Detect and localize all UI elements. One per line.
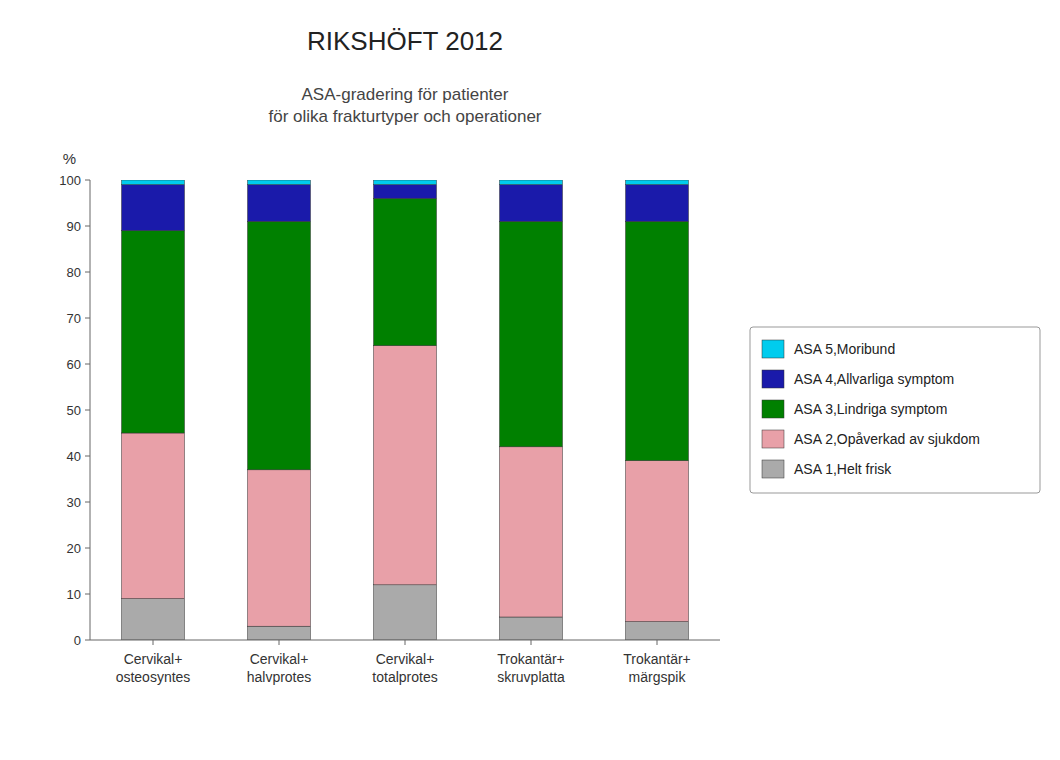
- bar-segment: [122, 433, 185, 599]
- y-tick: [85, 548, 90, 549]
- y-axis: 0 10 20 30 40 50 60 70 80 90 100: [59, 173, 90, 648]
- background: [0, 0, 1060, 760]
- bar-segment: [122, 180, 185, 185]
- bar-segment: [374, 198, 437, 345]
- y-tick: [85, 456, 90, 457]
- bar-segment: [248, 180, 311, 185]
- bar-segment: [500, 447, 563, 617]
- y-tick: [85, 226, 90, 227]
- legend-swatch: [762, 430, 784, 448]
- text-line: %: [63, 150, 76, 167]
- y-tick-label: 0: [74, 633, 81, 648]
- text-line: märgspik: [629, 669, 687, 685]
- x-tick-label: Cervikal+ totalprotes: [372, 651, 437, 685]
- bar-segment: [248, 470, 311, 626]
- x-tick: [657, 640, 658, 645]
- y-tick-label: 60: [67, 357, 81, 372]
- y-tick: [85, 410, 90, 411]
- bar-segment: [500, 180, 563, 185]
- bar-segment: [374, 585, 437, 640]
- text-line: Trokantär+: [623, 651, 691, 667]
- y-tick: [85, 272, 90, 273]
- y-axis-label: %: [63, 150, 76, 167]
- legend-swatch: [762, 400, 784, 418]
- bar-segment: [248, 185, 311, 222]
- text-line: Cervikal+: [376, 651, 435, 667]
- legend-swatch: [762, 340, 784, 358]
- text-line: Cervikal+: [124, 651, 183, 667]
- y-tick-label: 100: [59, 173, 81, 188]
- legend-label: ASA 4,Allvarliga symptom: [794, 371, 954, 387]
- text-line: ASA-gradering för patienter: [302, 85, 509, 104]
- legend-swatch: [762, 460, 784, 478]
- bar-segment: [626, 185, 689, 222]
- bars: [122, 180, 689, 640]
- text-line: Cervikal+: [250, 651, 309, 667]
- bar-segment: [248, 221, 311, 469]
- bar-segment: [248, 626, 311, 640]
- y-tick-label: 40: [67, 449, 81, 464]
- bar-segment: [122, 599, 185, 640]
- x-axis: Cervikal+osteosyntesCervikal+halvprotesC…: [116, 640, 691, 685]
- x-tick-label: Trokantär+ märgspik: [623, 651, 691, 685]
- legend-label: ASA 2,Opåverkad av sjukdom: [794, 431, 980, 447]
- title: RIKSHÖFT 2012: [307, 26, 503, 56]
- y-tick: [85, 364, 90, 365]
- legend-label: ASA 5,Moribund: [794, 341, 895, 357]
- text-line: osteosyntes: [116, 669, 191, 685]
- bar-segment: [374, 185, 437, 199]
- bar-segment: [500, 617, 563, 640]
- y-axis-line: [90, 180, 91, 640]
- x-tick: [531, 640, 532, 645]
- y-tick: [85, 502, 90, 503]
- x-tick-label: Trokantär+ skruvplatta: [497, 651, 565, 685]
- y-tick: [85, 180, 90, 181]
- y-tick: [85, 318, 90, 319]
- bar-segment: [500, 221, 563, 446]
- bar-segment: [626, 622, 689, 640]
- bar-segment: [500, 185, 563, 222]
- text-line: RIKSHÖFT 2012: [307, 26, 503, 56]
- legend-box: [750, 327, 1040, 493]
- legend: ASA 5,Moribund ASA 4,Allvarliga symptom AS…: [750, 327, 1040, 493]
- bar-segment: [626, 221, 689, 460]
- bar-segment: [122, 185, 185, 231]
- text-line: halvprotes: [247, 669, 312, 685]
- x-tick-label: Cervikal+ halvprotes: [247, 651, 312, 685]
- text-line: för olika frakturtyper och operationer: [268, 107, 541, 126]
- y-tick-label: 80: [67, 265, 81, 280]
- x-tick-label: Cervikal+ osteosyntes: [116, 651, 191, 685]
- legend-label: ASA 3,Lindriga symptom: [794, 401, 947, 417]
- bar-segment: [626, 461, 689, 622]
- subtitle: ASA-gradering för patienter för olika fra…: [268, 85, 541, 126]
- y-tick-label: 70: [67, 311, 81, 326]
- x-tick: [153, 640, 154, 645]
- y-tick: [85, 640, 90, 641]
- y-tick: [85, 594, 90, 595]
- x-tick: [279, 640, 280, 645]
- y-tick-label: 30: [67, 495, 81, 510]
- text-line: totalprotes: [372, 669, 437, 685]
- text-line: skruvplatta: [497, 669, 565, 685]
- x-tick: [405, 640, 406, 645]
- bar-segment: [374, 180, 437, 185]
- bar-segment: [122, 231, 185, 433]
- y-tick-label: 20: [67, 541, 81, 556]
- bar-segment: [626, 180, 689, 185]
- y-tick-label: 10: [67, 587, 81, 602]
- y-tick-label: 50: [67, 403, 81, 418]
- bar-segment: [374, 346, 437, 585]
- legend-swatch: [762, 370, 784, 388]
- text-line: Trokantär+: [497, 651, 565, 667]
- chart: RIKSHÖFT 2012 ASA-gradering för patienter…: [0, 0, 1060, 760]
- legend-label: ASA 1,Helt frisk: [794, 461, 892, 477]
- y-tick-label: 90: [67, 219, 81, 234]
